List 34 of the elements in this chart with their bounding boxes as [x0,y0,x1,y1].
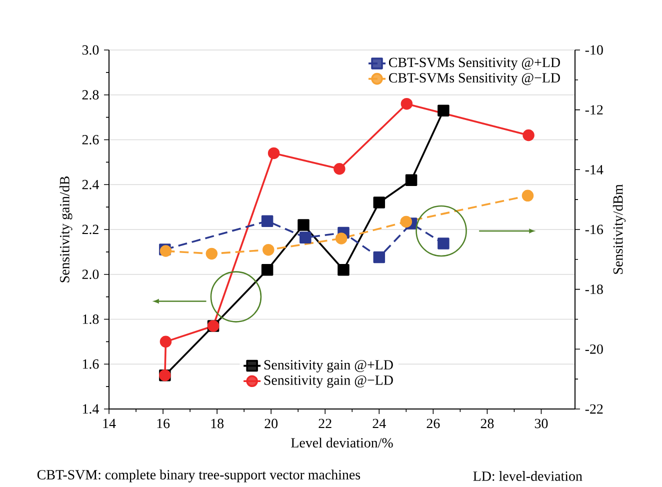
x-tick-label: 24 [372,418,386,428]
y-tick-label: 1.4 [82,404,99,414]
y-tick-label: 1.6 [82,359,99,369]
y2-tick-label: -16 [585,224,604,234]
y-tick-label: 2.6 [82,135,99,144]
x-tick-label: 28 [480,418,494,428]
y2-axis-title: Sensitivity/dBm [612,184,626,274]
y-tick-label: 2.2 [82,224,98,234]
legend-label: CBT-SVMs Sensitivity @−LD [388,73,560,86]
x-axis-title: Level deviation/% [291,438,393,448]
x-tick-label: 18 [211,418,224,428]
x-tick-label: 16 [157,418,170,428]
x-tick-label: 22 [318,418,332,428]
x-tick-label: 26 [426,418,440,428]
y-tick-label: 3.0 [82,45,99,55]
y2-tick-label: -10 [585,45,603,55]
y2-tick-label: -12 [585,105,603,114]
legend-label: Sensitivity gain @+LD [264,360,393,372]
y-tick-label: 2.4 [82,180,99,190]
x-tick-label: 14 [103,418,116,428]
legend-label: CBT-SVMs Sensitivity @+LD [388,58,560,70]
y-tick-label: 2.0 [82,270,99,280]
y-tick-label: 1.8 [82,314,99,324]
y-tick-label: 2.8 [82,90,99,100]
legend-label: Sensitivity gain @−LD [264,375,393,388]
text: LD: level-deviation [473,471,582,481]
y2-tick-label: -20 [585,344,603,354]
text: CBT-SVM: complete binary tree-support vector machines [37,470,360,482]
x-tick-label: 30 [534,418,548,428]
y2-tick-label: -22 [585,404,603,414]
y-axis-title: Sensitivity gain/dB [60,176,72,282]
y2-tick-label: -14 [585,165,604,174]
y2-tick-label: -18 [585,284,603,294]
x-tick-label: 20 [264,418,278,428]
